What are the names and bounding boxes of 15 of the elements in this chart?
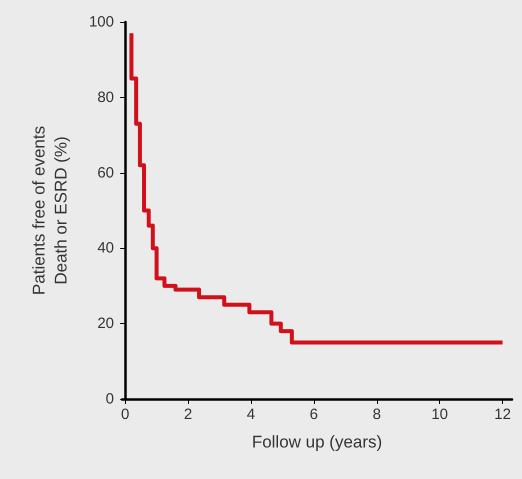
y-tick-label: 0 xyxy=(106,390,114,408)
y-tick-label: 60 xyxy=(97,164,114,182)
y-tick-label: 80 xyxy=(97,88,114,106)
y-tick-label: 100 xyxy=(88,14,114,30)
y-axis-title: Patients free of events Death or ESRD (%) xyxy=(30,126,70,296)
x-tick-label: 8 xyxy=(372,406,381,423)
x-tick-label: 0 xyxy=(120,406,130,423)
x-axis-title: Follow up (years) xyxy=(252,432,382,452)
x-tick-label: 4 xyxy=(246,406,256,423)
x-tick-label: 6 xyxy=(310,406,318,423)
x-tick-label: 12 xyxy=(494,406,511,423)
y-tick-label: 40 xyxy=(97,240,114,257)
x-tick-label: 10 xyxy=(431,406,448,423)
y-tick-label: 20 xyxy=(97,315,114,332)
x-tick-label: 2 xyxy=(184,406,192,423)
